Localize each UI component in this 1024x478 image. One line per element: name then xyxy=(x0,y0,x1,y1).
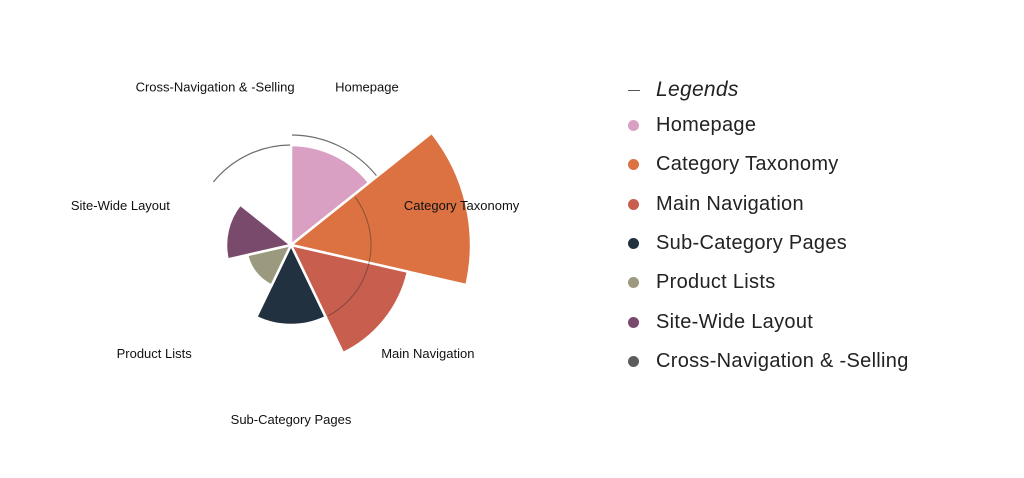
legend-item-cross-navigation-selling[interactable]: Cross-Navigation & -Selling xyxy=(628,342,1008,381)
legend-dot-icon xyxy=(628,316,639,328)
category-label-sub-category-pages: Sub-Category Pages xyxy=(231,412,352,427)
reference-arcs xyxy=(212,134,377,317)
legend-label: Homepage xyxy=(656,114,757,137)
wedge-site-wide-layout[interactable] xyxy=(224,202,294,261)
legend-label: Sub-Category Pages xyxy=(656,232,848,255)
wedges xyxy=(224,131,473,355)
wedge-main-navigation[interactable] xyxy=(288,243,410,355)
legend-label: Product Lists xyxy=(656,271,776,294)
legend-item-homepage[interactable]: Homepage xyxy=(628,106,1008,145)
wedge-homepage[interactable] xyxy=(289,143,371,248)
legend-header: Legends xyxy=(628,74,1008,106)
legend-dot-icon xyxy=(628,120,639,132)
legend-item-category-taxonomy[interactable]: Category Taxonomy xyxy=(628,145,1008,184)
category-label-main-navigation: Main Navigation xyxy=(381,346,474,361)
legend-item-product-lists[interactable]: Product Lists xyxy=(628,263,1008,302)
legend-items: Homepage Category Taxonomy Main Navigation… xyxy=(628,106,1008,381)
reference-arc-homepage xyxy=(291,134,377,177)
category-label-site-wide-layout: Site-Wide Layout xyxy=(71,198,170,213)
legend-label: Site-Wide Layout xyxy=(656,310,814,333)
category-label-product-lists: Product Lists xyxy=(117,346,193,361)
reference-arc-cross-navigation-selling xyxy=(212,144,291,183)
legend-dot-icon xyxy=(628,277,639,289)
legend-title: Legends xyxy=(656,78,739,101)
legend-dot-icon xyxy=(628,238,639,250)
legend-item-sub-category-pages[interactable]: Sub-Category Pages xyxy=(628,224,1008,263)
legend-dot-icon xyxy=(628,198,639,210)
polar-area-chart: Homepage Category Taxonomy Main Navigation… xyxy=(71,79,520,427)
legend-dot-icon xyxy=(628,159,639,171)
legend-dot-icon xyxy=(628,355,639,367)
legend-collapse-icon[interactable] xyxy=(628,89,640,91)
legend-label: Main Navigation xyxy=(656,192,804,215)
category-label-homepage: Homepage xyxy=(335,79,399,94)
category-labels: Homepage Category Taxonomy Main Navigation… xyxy=(71,79,520,427)
wedge-sub-category-pages[interactable] xyxy=(254,242,328,327)
legend-label: Cross-Navigation & -Selling xyxy=(656,349,909,372)
category-label-cross-navigation-selling: Cross-Navigation & -Selling xyxy=(136,79,295,94)
legend-item-site-wide-layout[interactable]: Site-Wide Layout xyxy=(628,302,1008,341)
legend-label: Category Taxonomy xyxy=(656,153,839,176)
wedge-category-taxonomy[interactable] xyxy=(288,131,473,287)
legend-item-main-navigation[interactable]: Main Navigation xyxy=(628,185,1008,224)
grid-ring xyxy=(327,197,372,317)
category-label-category-taxonomy: Category Taxonomy xyxy=(404,198,520,213)
legend: Legends Homepage Category Taxonomy Main Na… xyxy=(628,74,1008,381)
